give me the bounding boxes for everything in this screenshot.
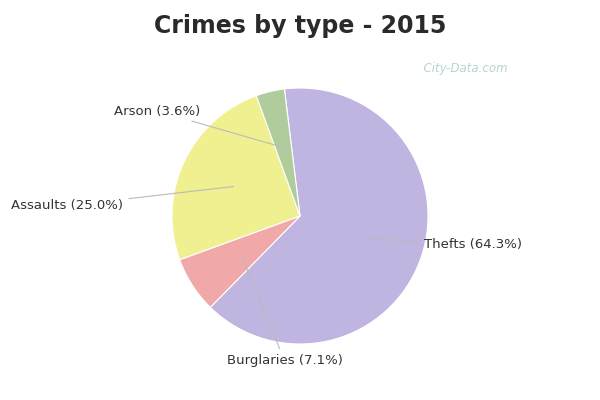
Text: Arson (3.6%): Arson (3.6%) xyxy=(114,104,281,147)
Text: Assaults (25.0%): Assaults (25.0%) xyxy=(11,186,233,212)
Text: Crimes by type - 2015: Crimes by type - 2015 xyxy=(154,14,446,38)
Wedge shape xyxy=(179,216,300,307)
Text: City-Data.com: City-Data.com xyxy=(416,62,508,75)
Text: Burglaries (7.1%): Burglaries (7.1%) xyxy=(227,257,343,367)
Text: Thefts (64.3%): Thefts (64.3%) xyxy=(370,238,522,251)
Wedge shape xyxy=(172,96,300,260)
Wedge shape xyxy=(256,89,300,216)
Wedge shape xyxy=(211,88,428,344)
